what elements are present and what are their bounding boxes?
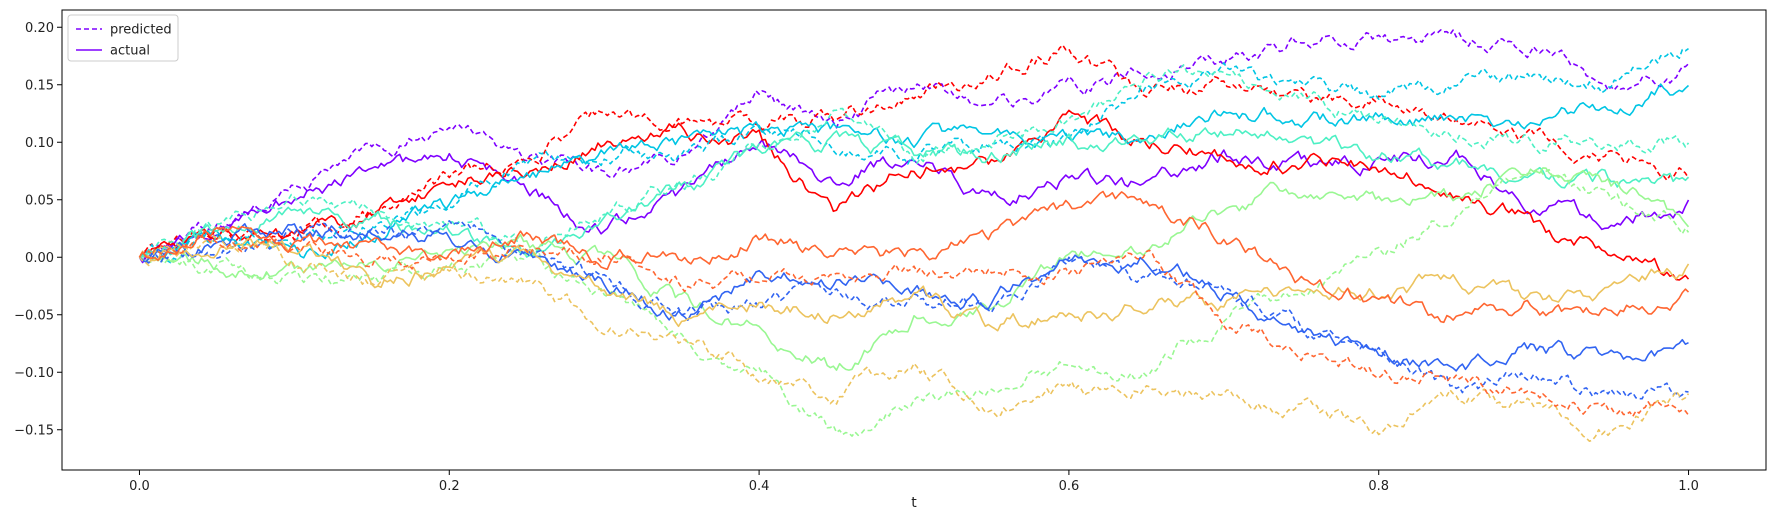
x-axis: 0.0 0.2 0.4 0.6 0.8 1.0 <box>129 470 1699 494</box>
series-line-11-dashed <box>139 220 1689 400</box>
y-tick-label: 0.10 <box>25 136 54 151</box>
series-line-13-dashed <box>138 235 1690 443</box>
series-line-10-solid <box>139 167 1690 371</box>
series-layer <box>138 29 1690 443</box>
legend-label: actual <box>110 44 150 59</box>
x-tick-label: 0.0 <box>129 479 150 494</box>
x-tick-label: 1.0 <box>1678 479 1699 494</box>
legend-label: predicted <box>110 23 172 38</box>
y-tick-label: 0.00 <box>25 251 54 266</box>
series-line-1-dashed <box>138 29 1690 263</box>
x-tick-label: 0.2 <box>439 479 460 494</box>
x-tick-label: 0.4 <box>749 479 770 494</box>
legend: predicted actual <box>67 14 179 62</box>
y-tick-label: 0.15 <box>25 78 54 93</box>
x-tick-label: 0.6 <box>1059 479 1080 494</box>
series-line-8-solid <box>139 127 1690 259</box>
series-line-4-solid <box>138 109 1690 281</box>
series-line-5-dashed <box>138 47 1689 264</box>
x-tick-label: 0.8 <box>1368 479 1389 494</box>
x-axis-label: t <box>911 495 917 511</box>
series-line-15-dashed <box>138 234 1690 418</box>
y-tick-label: 0.20 <box>25 21 54 36</box>
series-line-12-solid <box>138 223 1689 372</box>
y-axis: −0.15 −0.10 −0.05 0.00 0.05 0.10 0.15 0.20 <box>14 21 62 438</box>
y-tick-label: −0.15 <box>14 423 54 438</box>
series-line-16-solid <box>138 190 1690 324</box>
plot-frame <box>61 9 1767 471</box>
y-tick-label: −0.10 <box>14 366 54 381</box>
series-line-14-solid <box>138 237 1690 332</box>
series-line-7-dashed <box>139 64 1690 259</box>
y-tick-label: −0.05 <box>14 308 54 323</box>
y-tick-label: 0.05 <box>25 193 54 208</box>
series-line-6-solid <box>139 83 1690 262</box>
